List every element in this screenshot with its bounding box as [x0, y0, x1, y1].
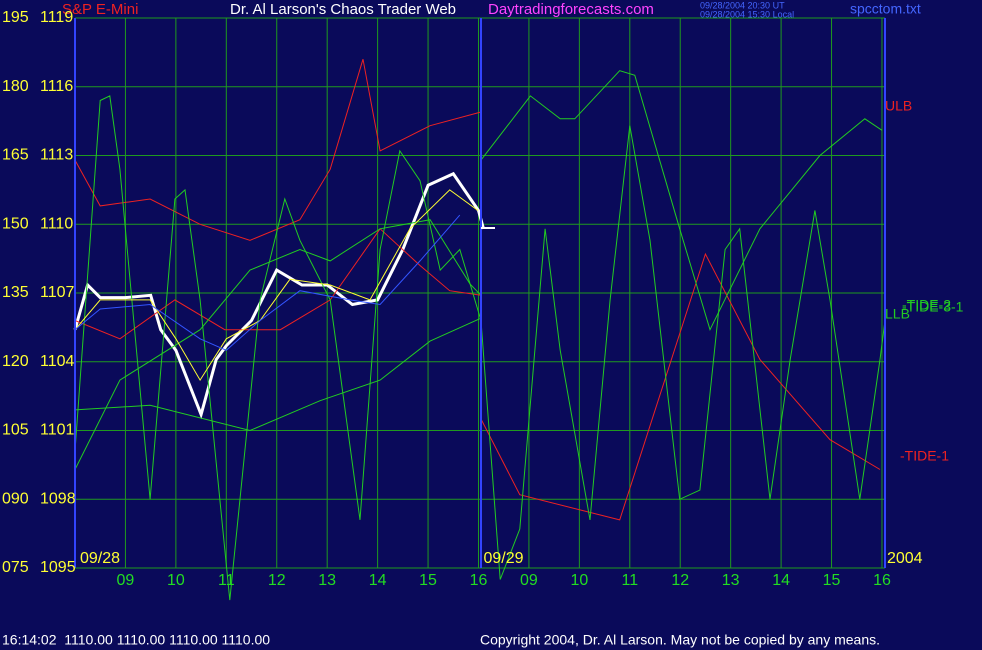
quote: 16:14:02 1110.00 1110.00 1110.00 1110.00: [2, 632, 270, 648]
time-local: 09/28/2004 15:30 Local: [700, 9, 794, 19]
series-label: ULB: [885, 98, 912, 114]
series-line: [74, 70, 883, 470]
series-label: -TIDE-3-1: [902, 299, 964, 315]
x-tick-label: 11: [621, 572, 638, 589]
date-label: 2004: [887, 550, 923, 567]
series-line: [74, 214, 461, 351]
x-tick-label: 13: [318, 572, 336, 589]
x-tick-label: 09: [117, 572, 135, 589]
y-tick-label: 1119: [40, 9, 73, 26]
y-tick-label: 1104: [40, 353, 75, 370]
y2-tick-label: 150: [2, 215, 29, 232]
y-tick-label: 1113: [40, 147, 73, 164]
y-tick-label: 1110: [40, 215, 73, 232]
y-tick-label: 1095: [40, 559, 76, 576]
series-label: -TIDE-1: [900, 448, 949, 464]
y-tick-label: 1116: [40, 78, 73, 95]
date-label: 09/29: [483, 550, 523, 567]
x-tick-label: 10: [570, 572, 588, 589]
series-lines: [73, 59, 886, 601]
file-name: spcctom.txt: [850, 1, 921, 17]
instrument: S&P E-Mini: [62, 1, 138, 18]
x-tick-label: 12: [268, 572, 286, 589]
series-label: -TIDE-2: [902, 297, 951, 313]
y-tick-label: 1107: [40, 284, 75, 301]
x-tick-label: 16: [470, 572, 488, 589]
x-tick-label: 14: [772, 572, 790, 589]
y2-tick-label: 180: [2, 78, 29, 95]
date-label: 09/28: [80, 550, 120, 567]
copyright: Copyright 2004, Dr. Al Larson. May not b…: [480, 632, 880, 648]
x-tick-label: 09: [520, 572, 538, 589]
time-ut: 09/28/2004 20:30 UT: [700, 0, 785, 10]
y2-tick-label: 075: [2, 559, 29, 576]
x-tick-label: 16: [873, 572, 891, 589]
y2-tick-label: 090: [2, 490, 29, 507]
series-label: LLB: [885, 306, 910, 322]
site: Daytradingforecasts.com: [488, 1, 654, 18]
series-line: [74, 59, 482, 241]
x-tick-label: 14: [369, 572, 387, 589]
x-tick-label: 12: [671, 572, 689, 589]
y2-tick-label: 105: [2, 422, 29, 439]
x-tick-label: 13: [722, 572, 740, 589]
title: Dr. Al Larson's Chaos Trader Web: [230, 1, 456, 18]
x-tick-label: 15: [823, 572, 841, 589]
y-tick-label: 1101: [40, 422, 75, 439]
y2-tick-label: 165: [2, 147, 29, 164]
y2-tick-label: 120: [2, 353, 29, 370]
series-line: [74, 228, 881, 521]
x-tick-label: 11: [218, 572, 235, 589]
y2-tick-label: 135: [2, 284, 29, 301]
x-tick-label: 15: [419, 572, 437, 589]
y2-tick-label: 195: [2, 9, 29, 26]
x-tick-label: 10: [167, 572, 185, 589]
y-tick-label: 1098: [40, 490, 76, 507]
grid: [75, 17, 885, 569]
series-line: [73, 171, 485, 420]
series-line: [74, 317, 482, 432]
